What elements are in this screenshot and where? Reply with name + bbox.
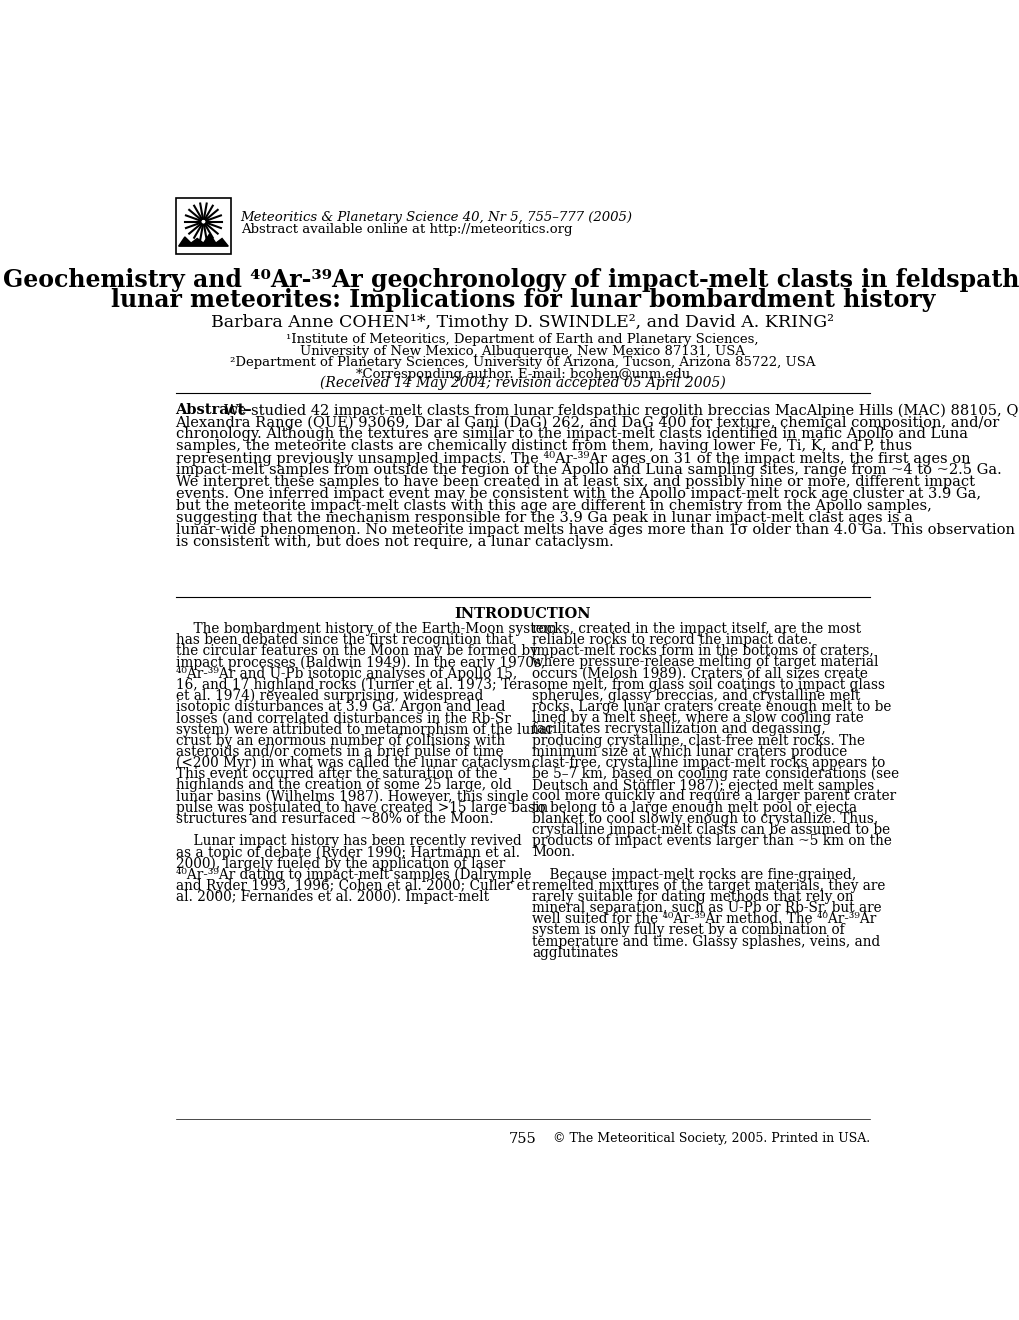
Text: Geochemistry and ⁴⁰Ar-³⁹Ar geochronology of impact-melt clasts in feldspathic: Geochemistry and ⁴⁰Ar-³⁹Ar geochronology… [3, 268, 1019, 292]
Text: We interpret these samples to have been created in at least six, and possibly ni: We interpret these samples to have been … [175, 475, 973, 488]
Text: Barbara Anne COHEN¹*, Timothy D. SWINDLE², and David A. KRING²: Barbara Anne COHEN¹*, Timothy D. SWINDLE… [211, 314, 834, 331]
Text: al. 2000; Fernandes et al. 2000). Impact-melt: al. 2000; Fernandes et al. 2000). Impact… [175, 890, 488, 904]
Text: is consistent with, but does not require, a lunar cataclysm.: is consistent with, but does not require… [175, 535, 612, 549]
Text: system) were attributed to metamorphism of the lunar: system) were attributed to metamorphism … [175, 722, 552, 737]
Text: Alexandra Range (QUE) 93069, Dar al Gani (DaG) 262, and DaG 400 for texture, che: Alexandra Range (QUE) 93069, Dar al Gani… [175, 416, 999, 429]
Text: (<200 Myr) in what was called the lunar cataclysm.: (<200 Myr) in what was called the lunar … [175, 756, 534, 771]
Text: suggesting that the mechanism responsible for the 3.9 Ga peak in lunar impact-me: suggesting that the mechanism responsibl… [175, 511, 912, 524]
Text: isotopic disturbances at 3.9 Ga. Argon and lead: isotopic disturbances at 3.9 Ga. Argon a… [175, 700, 504, 714]
Text: crystalline impact-melt clasts can be assumed to be: crystalline impact-melt clasts can be as… [532, 822, 890, 837]
Text: impact-melt rocks form in the bottoms of craters,: impact-melt rocks form in the bottoms of… [532, 644, 873, 659]
Text: Because impact-melt rocks are fine-grained,: Because impact-melt rocks are fine-grain… [532, 867, 856, 882]
Text: pulse was postulated to have created >15 large basin: pulse was postulated to have created >15… [175, 800, 547, 814]
Text: 16, and 17 highland rocks (Turner et al. 1973; Tera: 16, and 17 highland rocks (Turner et al.… [175, 677, 531, 692]
Text: lunar-wide phenomenon. No meteorite impact melts have ages more than 1σ older th: lunar-wide phenomenon. No meteorite impa… [175, 523, 1014, 537]
Text: mineral separation, such as U-Pb or Rb-Sr, but are: mineral separation, such as U-Pb or Rb-S… [532, 902, 880, 915]
Text: lined by a melt sheet, where a slow cooling rate: lined by a melt sheet, where a slow cool… [532, 711, 863, 725]
Text: impact processes (Baldwin 1949). In the early 1970s,: impact processes (Baldwin 1949). In the … [175, 656, 544, 669]
Text: the circular features on the Moon may be formed by: the circular features on the Moon may be… [175, 644, 537, 659]
Text: chronology. Although the textures are similar to the impact-melt clasts identifi: chronology. Although the textures are si… [175, 428, 967, 441]
Text: losses (and correlated disturbances in the Rb-Sr: losses (and correlated disturbances in t… [175, 711, 510, 725]
Text: spherules, glassy breccias, and crystalline melt: spherules, glassy breccias, and crystall… [532, 689, 860, 704]
Text: clast-free, crystalline impact-melt rocks appears to: clast-free, crystalline impact-melt rock… [532, 756, 884, 770]
FancyBboxPatch shape [175, 198, 231, 253]
Text: be 5–7 km, based on cooling rate considerations (see: be 5–7 km, based on cooling rate conside… [532, 767, 899, 781]
Text: impact-melt samples from outside the region of the Apollo and Luna sampling site: impact-melt samples from outside the reg… [175, 463, 1001, 477]
Text: minimum size at which lunar craters produce: minimum size at which lunar craters prod… [532, 744, 847, 759]
Text: has been debated since the first recognition that: has been debated since the first recogni… [175, 634, 513, 647]
Text: where pressure-release melting of target material: where pressure-release melting of target… [532, 656, 877, 669]
Polygon shape [178, 234, 228, 246]
Text: © The Meteoritical Society, 2005. Printed in USA.: © The Meteoritical Society, 2005. Printe… [552, 1133, 869, 1146]
Text: remelted mixtures of the target materials, they are: remelted mixtures of the target material… [532, 879, 884, 892]
Text: but the meteorite impact-melt clasts with this age are different in chemistry fr: but the meteorite impact-melt clasts wit… [175, 499, 930, 512]
Text: ⁴⁰Ar-³⁹Ar and U-Pb isotopic analyses of Apollo 15,: ⁴⁰Ar-³⁹Ar and U-Pb isotopic analyses of … [175, 667, 517, 681]
Text: ¹Institute of Meteoritics, Department of Earth and Planetary Sciences,: ¹Institute of Meteoritics, Department of… [286, 333, 758, 346]
Text: samples, the meteorite clasts are chemically distinct from them, having lower Fe: samples, the meteorite clasts are chemic… [175, 440, 911, 453]
Text: Moon.: Moon. [532, 845, 575, 859]
Text: ²Department of Planetary Sciences, University of Arizona, Tucson, Arizona 85722,: ²Department of Planetary Sciences, Unive… [229, 356, 815, 370]
Text: 755: 755 [508, 1133, 536, 1147]
Text: Abstract available online at http://meteoritics.org: Abstract available online at http://mete… [240, 223, 572, 236]
Text: cool more quickly and require a larger parent crater: cool more quickly and require a larger p… [532, 789, 896, 804]
Text: Deutsch and Stöffler 1987); ejected melt samples: Deutsch and Stöffler 1987); ejected melt… [532, 779, 873, 792]
Text: We studied 42 impact-melt clasts from lunar feldspathic regolith breccias MacAlp: We studied 42 impact-melt clasts from lu… [223, 404, 1019, 417]
Text: temperature and time. Glassy splashes, veins, and: temperature and time. Glassy splashes, v… [532, 935, 879, 949]
Text: well suited for the ⁴⁰Ar-³⁹Ar method. The ⁴⁰Ar-³⁹Ar: well suited for the ⁴⁰Ar-³⁹Ar method. Th… [532, 912, 875, 927]
Text: agglutinates: agglutinates [532, 945, 618, 960]
Text: and Ryder 1993, 1996; Cohen et al. 2000; Culler et: and Ryder 1993, 1996; Cohen et al. 2000;… [175, 879, 529, 892]
Text: highlands and the creation of some 25 large, old: highlands and the creation of some 25 la… [175, 779, 511, 792]
Text: crust by an enormous number of collisions with: crust by an enormous number of collision… [175, 734, 504, 747]
Text: occurs (Melosh 1989). Craters of all sizes create: occurs (Melosh 1989). Craters of all siz… [532, 667, 867, 681]
Text: Abstract–: Abstract– [175, 404, 252, 417]
Text: representing previously unsampled impacts. The ⁴⁰Ar-³⁹Ar ages on 31 of the impac: representing previously unsampled impact… [175, 451, 969, 466]
Text: ⁴⁰Ar-³⁹Ar dating to impact-melt samples (Dalrymple: ⁴⁰Ar-³⁹Ar dating to impact-melt samples … [175, 867, 531, 882]
Text: INTRODUCTION: INTRODUCTION [454, 607, 590, 620]
Text: Lunar impact history has been recently revived: Lunar impact history has been recently r… [175, 834, 521, 847]
Text: producing crystalline, clast-free melt rocks. The: producing crystalline, clast-free melt r… [532, 734, 864, 747]
Text: This event occurred after the saturation of the: This event occurred after the saturation… [175, 767, 496, 781]
Text: facilitates recrystallization and degassing,: facilitates recrystallization and degass… [532, 722, 825, 737]
Text: as a topic of debate (Ryder 1990; Hartmann et al.: as a topic of debate (Ryder 1990; Hartma… [175, 845, 519, 859]
Text: products of impact events larger than ~5 km on the: products of impact events larger than ~5… [532, 834, 891, 847]
Text: 2000), largely fueled by the application of laser: 2000), largely fueled by the application… [175, 857, 504, 871]
Text: *Corresponding author. E-mail: bcohen@unm.edu: *Corresponding author. E-mail: bcohen@un… [356, 368, 689, 381]
Text: asteroids and/or comets in a brief pulse of time: asteroids and/or comets in a brief pulse… [175, 744, 502, 759]
Text: lunar basins (Wilhelms 1987). However, this single: lunar basins (Wilhelms 1987). However, t… [175, 789, 528, 804]
Text: system is only fully reset by a combination of: system is only fully reset by a combinat… [532, 924, 844, 937]
Text: University of New Mexico, Albuquerque, New Mexico 87131, USA: University of New Mexico, Albuquerque, N… [300, 345, 745, 358]
Text: blanket to cool slowly enough to crystallize. Thus,: blanket to cool slowly enough to crystal… [532, 812, 877, 826]
Text: (Received 14 May 2004; revision accepted 05 April 2005): (Received 14 May 2004; revision accepted… [320, 376, 725, 389]
Text: lunar meteorites: Implications for lunar bombardment history: lunar meteorites: Implications for lunar… [110, 288, 934, 312]
Text: rocks. Large lunar craters create enough melt to be: rocks. Large lunar craters create enough… [532, 700, 891, 714]
Text: some melt, from glass soil coatings to impact glass: some melt, from glass soil coatings to i… [532, 677, 884, 692]
Text: rarely suitable for dating methods that rely on: rarely suitable for dating methods that … [532, 890, 853, 904]
Text: to belong to a large enough melt pool or ejecta: to belong to a large enough melt pool or… [532, 800, 856, 814]
Text: structures and resurfaced ~80% of the Moon.: structures and resurfaced ~80% of the Mo… [175, 812, 492, 826]
Text: Meteoritics & Planetary Science 40, Nr 5, 755–777 (2005): Meteoritics & Planetary Science 40, Nr 5… [240, 211, 632, 224]
Text: et al. 1974) revealed surprising, widespread: et al. 1974) revealed surprising, widesp… [175, 689, 482, 704]
Text: rocks, created in the impact itself, are the most: rocks, created in the impact itself, are… [532, 622, 860, 636]
Text: reliable rocks to record the impact date.: reliable rocks to record the impact date… [532, 634, 811, 647]
Text: The bombardment history of the Earth-Moon system: The bombardment history of the Earth-Moo… [175, 622, 555, 636]
Text: events. One inferred impact event may be consistent with the Apollo impact-melt : events. One inferred impact event may be… [175, 487, 979, 500]
